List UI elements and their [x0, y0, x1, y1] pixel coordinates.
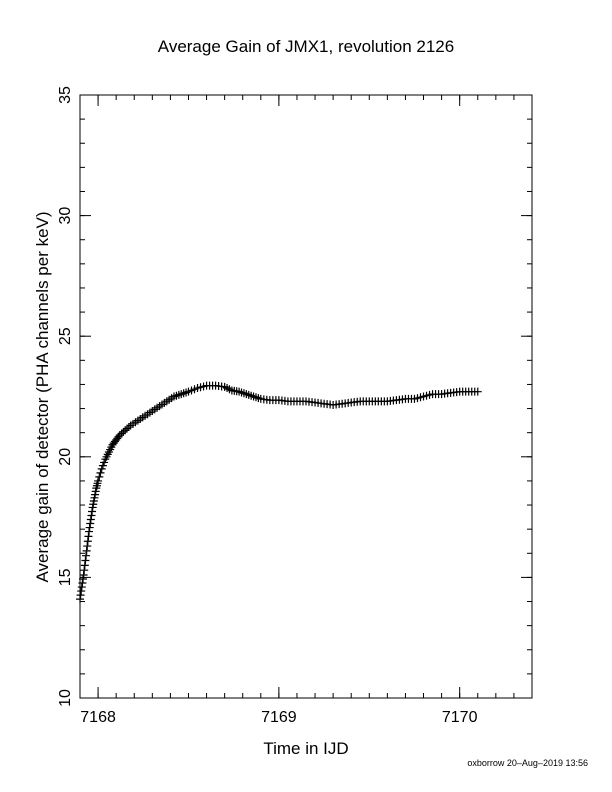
data-point: [124, 423, 133, 432]
data-point: [80, 566, 89, 575]
x-axis-ticks: 7168 7169 7170: [79, 95, 533, 726]
data-point: [85, 523, 94, 532]
data-point: [96, 468, 105, 477]
data-point: [77, 587, 86, 596]
data-point: [473, 387, 482, 396]
data-points: [76, 381, 482, 604]
data-point: [82, 546, 91, 555]
data-point: [95, 472, 104, 481]
x-axis-label: Time in IJD: [263, 739, 348, 758]
y-axis-ticks: 10 15 20 25 30 35: [57, 86, 532, 707]
data-point: [76, 595, 84, 604]
data-point: [88, 507, 97, 516]
data-point: [86, 515, 95, 524]
data-point: [87, 511, 96, 520]
data-point: [80, 561, 89, 570]
data-point: [94, 476, 103, 485]
x-tick-label: 7168: [80, 709, 116, 726]
data-point: [76, 591, 85, 600]
data-point: [77, 583, 86, 592]
plot-frame: [79, 94, 533, 699]
y-axis-label: Average gain of detector (PHA channels p…: [33, 211, 52, 582]
footer-credit: oxborrow 20–Aug–2019 13:56: [467, 758, 588, 768]
y-tick-label: 35: [57, 86, 74, 104]
y-tick-label: 30: [57, 207, 74, 225]
data-point: [79, 570, 88, 579]
data-point: [82, 551, 91, 560]
x-tick-label: 7170: [442, 709, 478, 726]
data-point: [81, 556, 90, 565]
data-point: [84, 532, 93, 541]
data-point: [78, 579, 87, 588]
data-point: [86, 519, 95, 528]
y-tick-label: 10: [57, 689, 74, 707]
data-point: [85, 527, 94, 536]
y-tick-label: 20: [57, 448, 74, 466]
data-point: [83, 542, 92, 551]
y-tick-label: 15: [57, 568, 74, 586]
data-point: [83, 537, 92, 546]
x-tick-label: 7169: [261, 709, 297, 726]
chart-title: Average Gain of JMX1, revolution 2126: [158, 37, 454, 56]
y-tick-label: 25: [57, 327, 74, 345]
data-point: [79, 575, 88, 584]
